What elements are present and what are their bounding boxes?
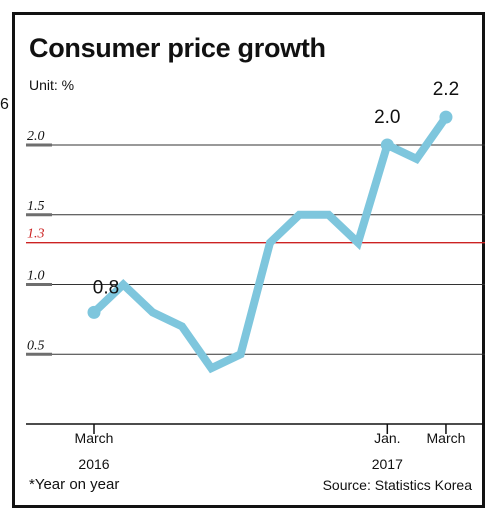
source-credit: Source: Statistics Korea (322, 477, 472, 493)
stray-glyph: 6 (0, 96, 9, 113)
data-point (380, 138, 394, 152)
chart-title: Consumer price growth (29, 33, 326, 63)
y-tick-label: 1.0 (27, 269, 45, 284)
y-tick-label: 2.0 (27, 129, 45, 144)
data-label: 2.2 (433, 79, 459, 100)
footnote: *Year on year (29, 476, 120, 493)
x-tick-label: 2017 (372, 456, 403, 472)
unit-label: Unit: % (29, 77, 75, 93)
y-tick-label: 0.5 (27, 338, 45, 353)
y-tick-label: 1.3 (27, 227, 45, 242)
x-tick-label: Jan. (374, 430, 400, 446)
data-label: 2.0 (374, 107, 400, 128)
y-tick-label: 1.5 (27, 199, 45, 214)
data-label: 0.8 (93, 277, 119, 298)
chart-frame: Consumer price growth Unit: % *Year on y… (12, 12, 485, 508)
x-tick-label: March (427, 430, 466, 446)
data-point (87, 305, 101, 319)
data-point (439, 110, 453, 124)
x-tick-label: March (75, 430, 114, 446)
x-tick-label: 2016 (78, 456, 109, 472)
